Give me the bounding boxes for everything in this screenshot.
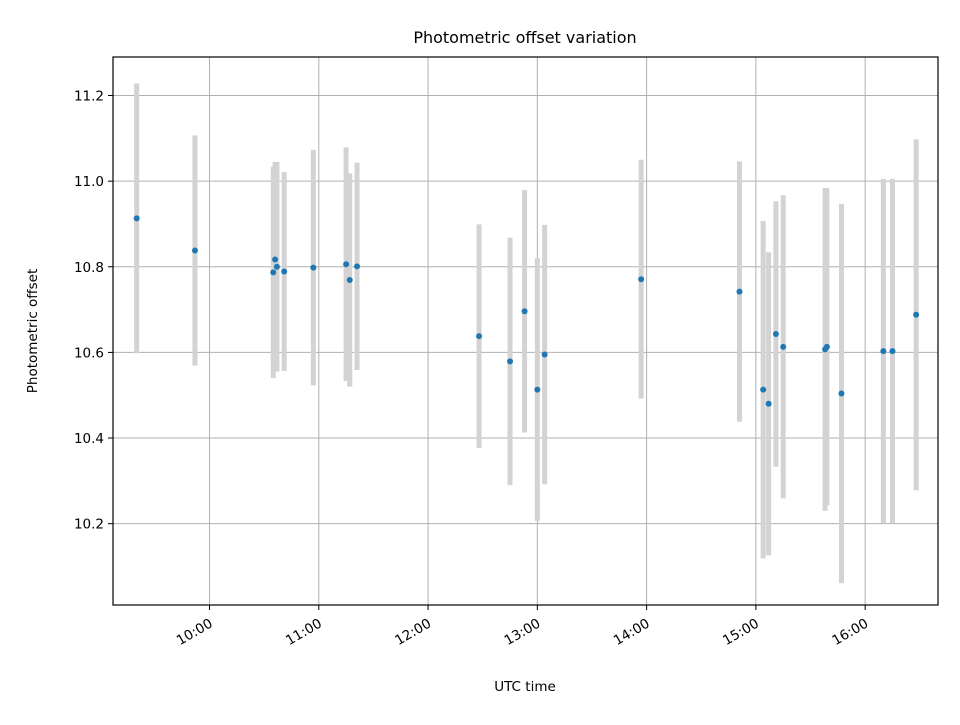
y-tick-label: 11.0 [74, 174, 104, 190]
y-axis-label: Photometric offset [25, 269, 41, 393]
data-point [889, 348, 896, 355]
data-point [521, 308, 528, 315]
chart-title: Photometric offset variation [413, 28, 636, 47]
data-point [736, 288, 743, 295]
data-point [281, 268, 288, 275]
data-point [838, 390, 845, 397]
data-points [133, 215, 920, 407]
data-point [191, 247, 198, 254]
data-point [270, 269, 277, 276]
data-point [273, 263, 280, 270]
data-point [772, 330, 779, 337]
y-tick-label: 10.4 [74, 431, 104, 447]
y-tick-label: 10.8 [74, 260, 104, 276]
x-axis-label: UTC time [494, 679, 556, 695]
data-point [507, 358, 514, 365]
data-point [780, 343, 787, 350]
data-point [534, 386, 541, 393]
data-point [913, 311, 920, 318]
data-point [476, 333, 483, 340]
x-axis: 10:00 11:00 12:00 13:00 14:00 15:00 16:00 [174, 605, 871, 649]
data-point [880, 348, 887, 355]
data-point [346, 277, 353, 284]
data-point [638, 276, 645, 283]
data-point [272, 256, 279, 263]
y-axis: 10.2 10.4 10.6 10.8 11.0 11.2 [74, 89, 113, 533]
y-tick-label: 10.2 [74, 517, 104, 533]
data-point [541, 351, 548, 358]
data-point [310, 264, 317, 271]
data-point [760, 386, 767, 393]
data-point [343, 261, 350, 268]
y-tick-label: 10.6 [74, 345, 104, 361]
data-point [354, 263, 361, 270]
data-point [823, 343, 830, 350]
data-point [765, 400, 772, 407]
data-point [133, 215, 140, 222]
plot-frame [112, 56, 939, 606]
y-tick-label: 11.2 [74, 89, 104, 105]
